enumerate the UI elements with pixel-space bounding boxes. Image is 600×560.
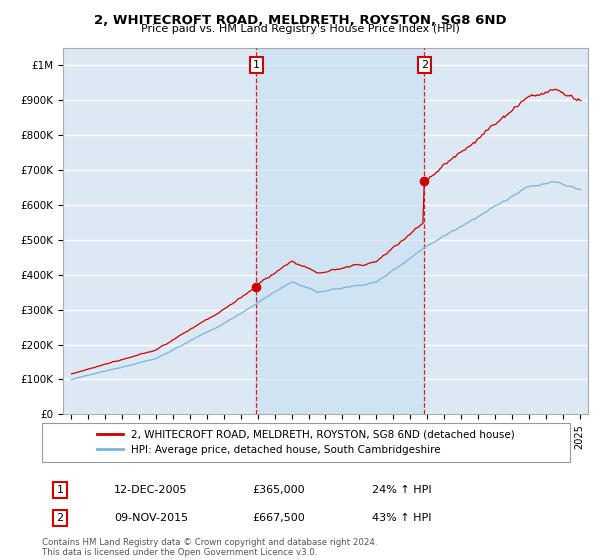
Text: 2: 2 [421,60,428,70]
Text: 1: 1 [56,485,64,495]
Text: 2: 2 [56,513,64,523]
Text: 09-NOV-2015: 09-NOV-2015 [114,513,188,523]
Text: Contains HM Land Registry data © Crown copyright and database right 2024.
This d: Contains HM Land Registry data © Crown c… [42,538,377,557]
Text: 24% ↑ HPI: 24% ↑ HPI [372,485,431,495]
Text: 2, WHITECROFT ROAD, MELDRETH, ROYSTON, SG8 6ND: 2, WHITECROFT ROAD, MELDRETH, ROYSTON, S… [94,14,506,27]
Text: £365,000: £365,000 [252,485,305,495]
Text: 43% ↑ HPI: 43% ↑ HPI [372,513,431,523]
Text: 12-DEC-2005: 12-DEC-2005 [114,485,187,495]
FancyBboxPatch shape [42,423,570,462]
Bar [256,48,424,414]
Legend: 2, WHITECROFT ROAD, MELDRETH, ROYSTON, SG8 6ND (detached house), HPI: Average pr: 2, WHITECROFT ROAD, MELDRETH, ROYSTON, S… [93,426,519,459]
Text: Price paid vs. HM Land Registry's House Price Index (HPI): Price paid vs. HM Land Registry's House … [140,24,460,34]
Text: £667,500: £667,500 [252,513,305,523]
Text: 1: 1 [253,60,260,70]
